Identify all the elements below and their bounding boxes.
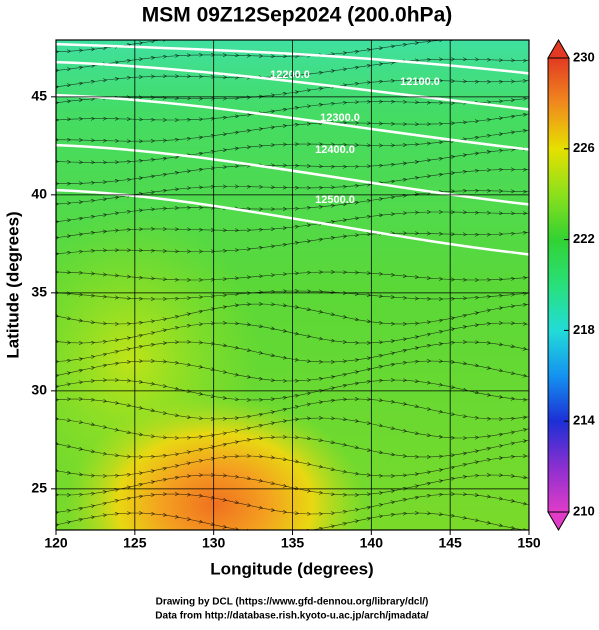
warm-core [65,395,365,530]
y-tick-label: 45 [31,88,47,104]
contour-line [56,42,529,75]
contour-label: 12200.0 [270,69,310,81]
contour-line [56,188,529,256]
streamline [56,231,529,255]
contour-label: 12500.0 [315,194,355,206]
streamline [56,342,529,362]
contour-line [56,143,529,206]
colorbar-extend-bottom [547,511,570,531]
colorbar-tick-label: 210 [573,503,595,518]
streamline [56,380,529,400]
colorbar-tick-label: 226 [573,140,595,155]
x-tick-label: 130 [202,535,226,551]
contour-label: 12100.0 [400,76,440,88]
colorbar-tick-label: 230 [573,49,595,64]
colorbar-tick-label: 218 [573,322,595,337]
streamlines [56,40,538,530]
colorbar-tick-label: 222 [573,231,595,246]
y-tick-label: 40 [31,186,47,202]
streamline [56,272,529,280]
contour-line [56,93,529,151]
x-tick-label: 140 [360,535,384,551]
x-tick-label: 150 [517,535,541,551]
y-axis-label: Latitude (degrees) [3,211,22,358]
x-tick-label: 120 [44,535,68,551]
contours: 12100.0 12200.0 12300.0 12400.0 12500.0 [56,42,529,256]
streamline [56,513,538,530]
chart-title: MSM 09Z12Sep2024 (200.0hPa) [142,4,453,27]
colorbar-tick-label: 214 [573,413,595,428]
x-tick-label: 135 [281,535,305,551]
colorbar [547,57,570,513]
streamline [56,59,529,88]
y-tick-label: 30 [31,382,47,398]
footer-line: Data from http://database.rish.kyoto-u.a… [155,611,429,622]
streamline [56,399,529,419]
footer-line: Drawing by DCL (https://www.gfd-dennou.o… [156,597,429,608]
x-tick-label: 125 [123,535,147,551]
colorbar-extend-top [547,39,570,59]
streamline [56,291,529,299]
x-tick-label: 145 [438,535,462,551]
contour-line [56,60,529,111]
contour-label: 12300.0 [320,112,360,124]
contour-label: 12400.0 [315,144,355,156]
x-axis-label: Longitude (degrees) [210,559,373,578]
streamline [56,323,529,343]
field: 12100.0 12200.0 12300.0 12400.0 12500.0 [56,40,538,530]
y-tick-label: 25 [31,480,47,496]
streamline [56,475,529,495]
y-tick-label: 35 [31,284,47,300]
streamline [56,212,529,239]
